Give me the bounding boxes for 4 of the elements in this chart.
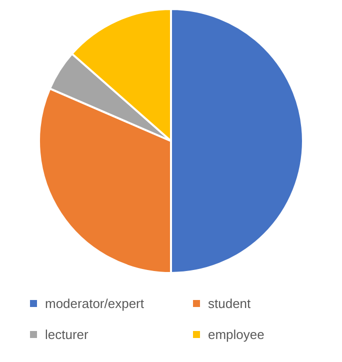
legend-label: moderator/expert	[45, 296, 144, 311]
legend-label: employee	[208, 327, 264, 342]
legend-label: lecturer	[45, 327, 88, 342]
legend-label: student	[208, 296, 251, 311]
